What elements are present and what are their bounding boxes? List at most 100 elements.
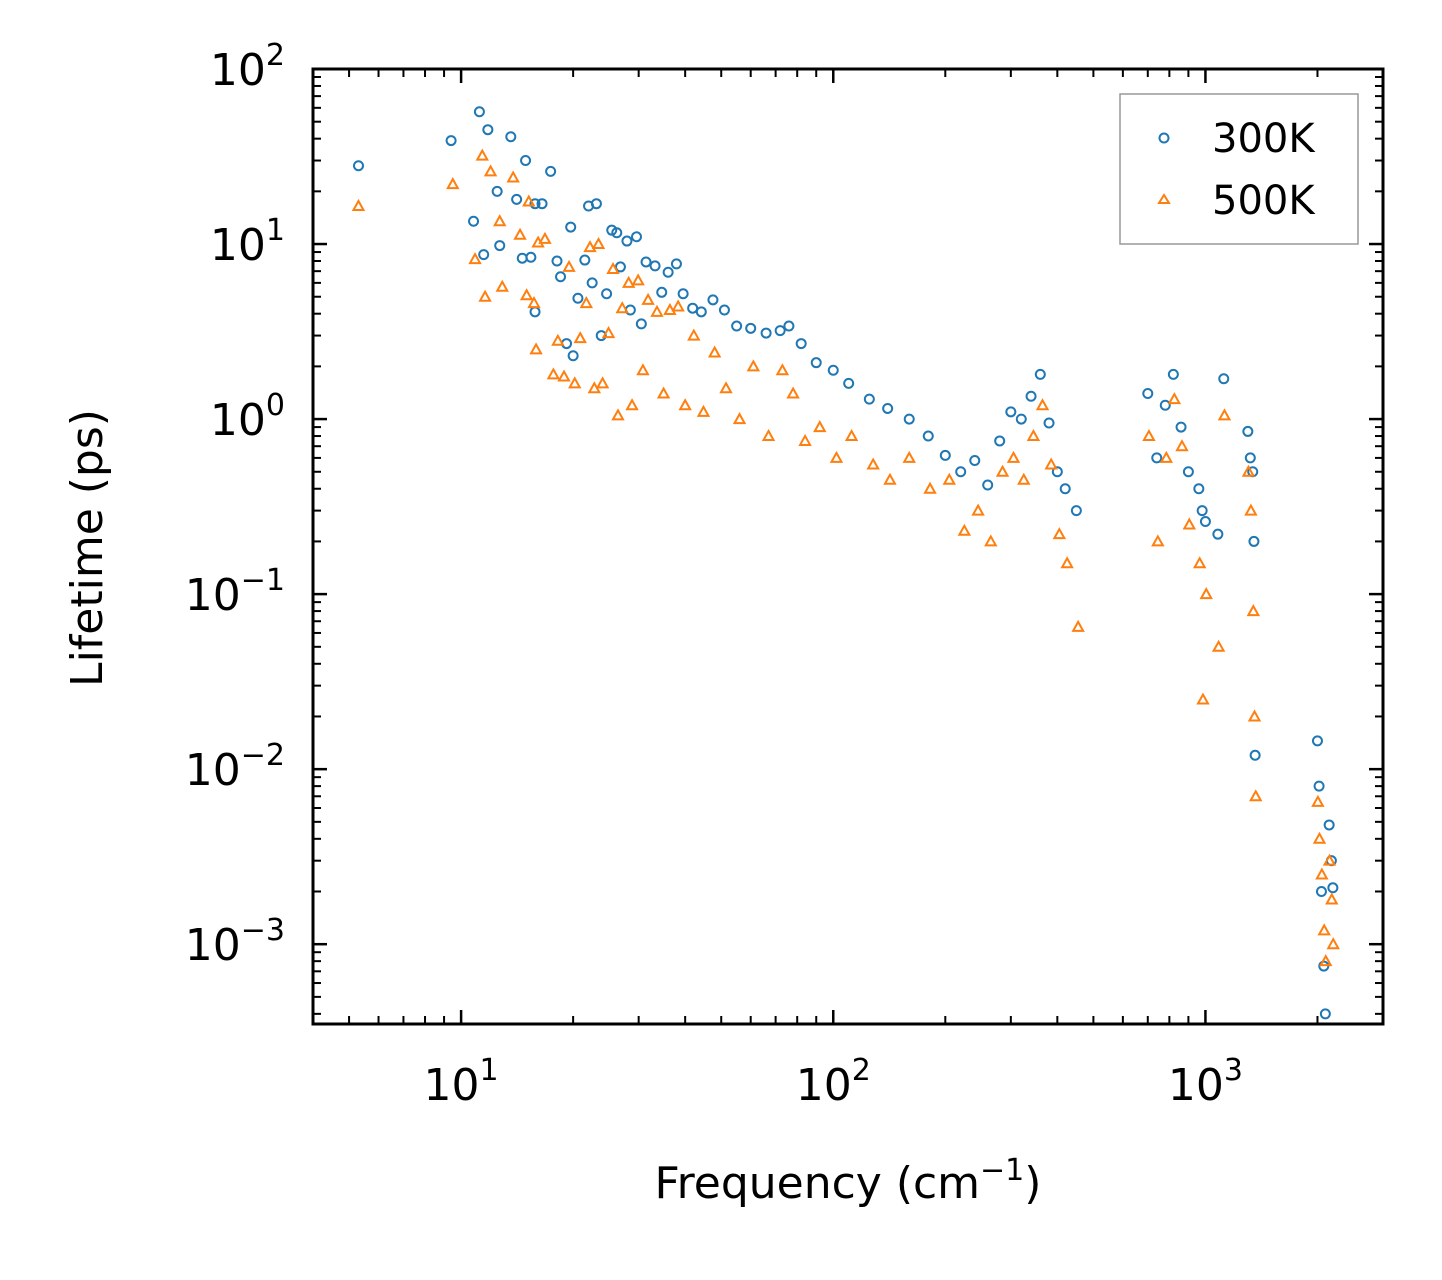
point-300k	[567, 350, 579, 362]
x-axis-title: Frequency (cm−1)	[655, 1153, 1042, 1209]
x-tick-labels: 101 102 10 3	[424, 1053, 1243, 1111]
legend-marker-300k	[1158, 132, 1170, 144]
x-tick-label: 101	[424, 1053, 499, 1111]
point-300k	[863, 393, 875, 405]
point-300k	[677, 288, 689, 300]
point-300k	[1070, 505, 1082, 517]
point-300k	[590, 198, 602, 210]
point-300k	[635, 318, 647, 330]
legend: 300K 500K	[1119, 93, 1359, 245]
point-500k	[696, 404, 711, 417]
point-500k	[615, 301, 629, 314]
point-500k	[1211, 639, 1226, 652]
point-300k	[670, 258, 682, 270]
x-tick-label: 102	[796, 1053, 871, 1111]
point-300k	[505, 131, 517, 143]
point-500k	[1044, 457, 1058, 470]
point-300k	[586, 277, 598, 289]
point-300k	[1142, 387, 1154, 399]
point-300k	[520, 155, 532, 167]
point-300k	[1244, 452, 1256, 464]
point-500k	[866, 457, 880, 470]
point-300k	[445, 135, 457, 147]
y-tick-label: 10−1	[185, 563, 285, 621]
point-300k	[1005, 406, 1017, 418]
point-500k	[719, 381, 733, 394]
x-tick-base: 10	[796, 1060, 852, 1111]
point-500k	[671, 299, 685, 312]
point-300k	[478, 249, 490, 261]
point-500k	[1071, 619, 1085, 632]
point-500k	[568, 376, 582, 389]
point-300k	[494, 240, 506, 252]
point-500k	[1241, 464, 1256, 477]
point-500k	[1026, 428, 1041, 442]
point-500k	[538, 231, 552, 244]
x-tick-exp: 1	[480, 1053, 499, 1088]
point-300k	[614, 261, 626, 273]
y-tick-exp: 0	[266, 388, 285, 423]
x-tick-exp: 3	[1224, 1053, 1243, 1088]
point-300k	[731, 320, 743, 332]
point-300k	[1025, 390, 1037, 402]
legend-label-500k: 500K	[1212, 178, 1316, 224]
point-300k	[1182, 466, 1194, 478]
point-300k	[1249, 749, 1261, 761]
point-500k	[468, 252, 482, 265]
point-500k	[1159, 450, 1174, 463]
point-500k	[595, 376, 610, 389]
point-300k	[718, 304, 730, 316]
point-300k	[468, 215, 480, 227]
point-500k	[1217, 408, 1232, 421]
point-300k	[882, 402, 894, 414]
point-300k	[1313, 780, 1325, 792]
point-300k	[810, 357, 822, 369]
point-300k	[707, 294, 719, 306]
point-300k	[611, 227, 623, 239]
point-500k	[687, 328, 701, 341]
point-300k	[1159, 399, 1171, 411]
point-300k	[1043, 417, 1055, 429]
point-500k	[844, 428, 859, 442]
point-300k	[572, 292, 584, 304]
point-500k	[1326, 937, 1340, 950]
point-300k	[473, 106, 485, 118]
point-500k	[1175, 439, 1189, 452]
point-300k	[640, 256, 652, 268]
x-axis-title-sup: −1	[980, 1153, 1024, 1188]
y-tick-exp: 2	[266, 38, 285, 73]
point-300k	[630, 231, 642, 243]
point-500k	[631, 273, 645, 286]
y-tick-exp: −3	[241, 913, 285, 948]
point-500k	[1322, 853, 1337, 866]
point-500k	[601, 326, 616, 339]
point-300k	[695, 306, 707, 318]
point-300k	[1311, 735, 1323, 747]
point-500k	[942, 472, 956, 485]
point-300k	[1051, 466, 1063, 478]
y-tick-base: 10	[185, 570, 241, 621]
point-500k	[625, 398, 639, 411]
point-300k	[1327, 882, 1339, 894]
point-500k	[663, 302, 677, 315]
point-500k	[529, 342, 543, 355]
point-500k	[1151, 534, 1165, 547]
point-300k	[621, 235, 633, 247]
point-300k	[551, 255, 563, 267]
point-300k	[760, 327, 772, 339]
y-axis-title: Lifetime (ps)	[62, 409, 113, 687]
point-300k	[595, 330, 607, 342]
point-500k	[446, 177, 460, 190]
point-500k	[829, 450, 844, 463]
point-500k	[636, 363, 650, 376]
point-300k	[745, 322, 757, 334]
point-500k	[483, 164, 498, 177]
y-tick-base: 10	[210, 45, 266, 96]
point-300k	[843, 377, 855, 389]
point-500k	[813, 420, 827, 433]
point-500k	[351, 198, 366, 211]
y-tick-base: 10	[210, 220, 266, 271]
point-500k	[798, 433, 812, 446]
